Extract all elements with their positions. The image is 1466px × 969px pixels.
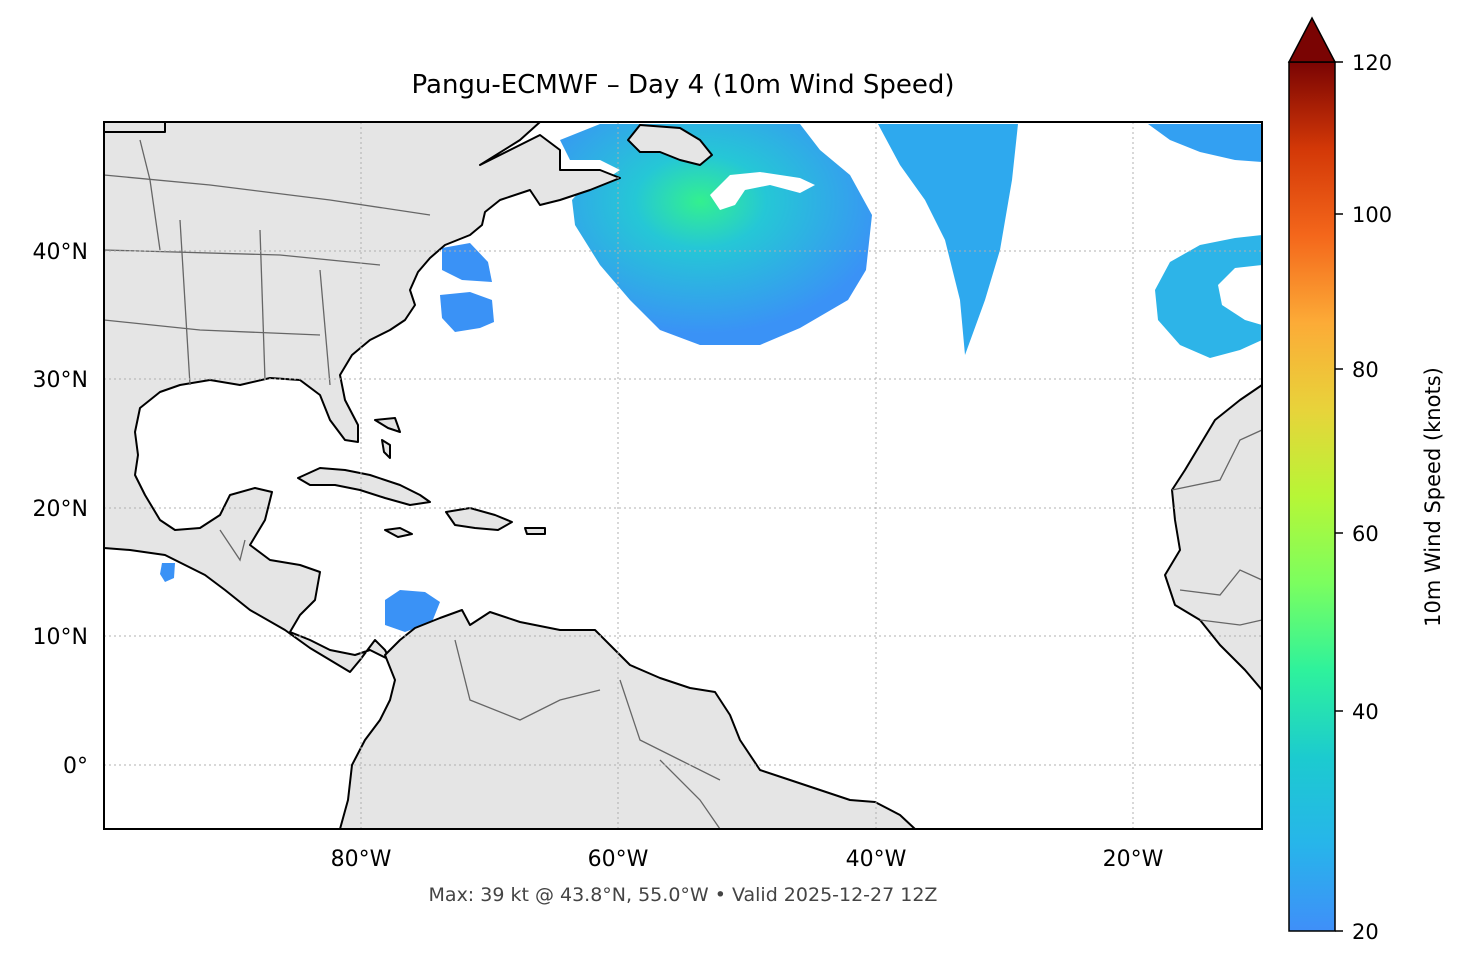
land-cuba [297,467,431,506]
land-puerto-rico [524,527,546,535]
y-tick-label: 0° [63,754,88,779]
wind-patch-pacific [160,563,175,582]
colorbar-tick-label: 20 [1352,920,1379,944]
wind-swirl-east [1155,235,1262,358]
y-tick-label: 10°N [33,625,88,650]
colorbar-tick-label: 80 [1352,358,1379,382]
map-title: Pangu-ECMWF – Day 4 (10m Wind Speed) [411,70,955,100]
y-tick-label: 30°N [33,368,88,393]
colorbar-title: 10m Wind Speed (knots) [1421,367,1445,627]
map-frame [103,121,1263,830]
x-tick-label: 40°W [846,847,907,872]
land-newfoundland [627,124,713,166]
wind-swirl-hole [710,172,815,210]
land-bahamas [374,417,401,459]
wind-band-central-atlantic [878,124,1018,355]
wind-patch-caribbean [385,590,440,632]
colorbar-tick-label: 60 [1352,522,1379,546]
land-greenland-corner [104,122,166,133]
wind-patch-long-island [442,243,492,282]
gridlines [104,122,1262,829]
y-axis-labels: 40°N 30°N 20°N 10°N 0° [33,240,88,779]
x-tick-label: 80°W [331,847,392,872]
colorbar-ticks [1335,61,1343,932]
colorbar-gradient [1288,61,1336,932]
y-tick-label: 20°N [33,497,88,522]
wind-patch-offshore [440,292,494,332]
land-north-america [104,122,621,673]
max-info-caption: Max: 39 kt @ 43.8°N, 55.0°W • Valid 2025… [428,884,938,906]
wind-band-east-top [1148,124,1262,162]
land-masses [104,122,1262,829]
colorbar-tick-label: 100 [1352,203,1392,227]
colorbar-extend-arrow [1287,16,1337,63]
colorbar-tick-label: 40 [1352,700,1379,724]
wind-speed-field [160,124,1262,632]
x-tick-label: 60°W [588,847,649,872]
x-axis-labels: 80°W 60°W 40°W 20°W [331,847,1164,872]
x-tick-label: 20°W [1103,847,1164,872]
land-hispaniola [445,507,513,531]
land-jamaica [384,527,413,538]
country-borders [104,139,1262,829]
land-south-america [339,609,916,829]
land-africa [1164,384,1262,691]
colorbar: 20 40 60 80 100 120 10m Wind Speed (knot… [1287,16,1445,944]
y-tick-label: 40°N [33,240,88,265]
colorbar-tick-label: 120 [1352,51,1392,75]
